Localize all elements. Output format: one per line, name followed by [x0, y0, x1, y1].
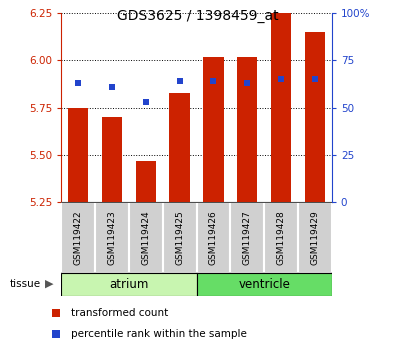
- Bar: [169, 93, 190, 202]
- Bar: [135, 161, 156, 202]
- Bar: [68, 108, 88, 202]
- Bar: [298, 202, 332, 273]
- Text: GSM119427: GSM119427: [243, 211, 252, 265]
- Text: GSM119422: GSM119422: [73, 211, 83, 265]
- Bar: [197, 273, 332, 296]
- Bar: [203, 57, 224, 202]
- Text: tissue: tissue: [10, 279, 41, 289]
- Text: GSM119426: GSM119426: [209, 211, 218, 265]
- Text: GSM119425: GSM119425: [175, 211, 184, 265]
- Text: GDS3625 / 1398459_at: GDS3625 / 1398459_at: [117, 9, 278, 23]
- Text: GSM119429: GSM119429: [310, 211, 320, 265]
- Text: GSM119424: GSM119424: [141, 211, 150, 265]
- Text: GSM119423: GSM119423: [107, 211, 117, 265]
- Bar: [264, 202, 298, 273]
- Bar: [197, 202, 230, 273]
- Bar: [102, 117, 122, 202]
- Bar: [61, 202, 95, 273]
- Bar: [305, 32, 325, 202]
- Text: atrium: atrium: [109, 278, 149, 291]
- Text: percentile rank within the sample: percentile rank within the sample: [70, 329, 246, 339]
- Bar: [129, 202, 163, 273]
- Bar: [237, 57, 258, 202]
- Text: ▶: ▶: [45, 279, 54, 289]
- Bar: [230, 202, 264, 273]
- Text: ventricle: ventricle: [238, 278, 290, 291]
- Text: GSM119428: GSM119428: [276, 211, 286, 265]
- Bar: [271, 13, 291, 202]
- Bar: [95, 202, 129, 273]
- Bar: [61, 273, 197, 296]
- Bar: [163, 202, 197, 273]
- Text: transformed count: transformed count: [70, 308, 168, 318]
